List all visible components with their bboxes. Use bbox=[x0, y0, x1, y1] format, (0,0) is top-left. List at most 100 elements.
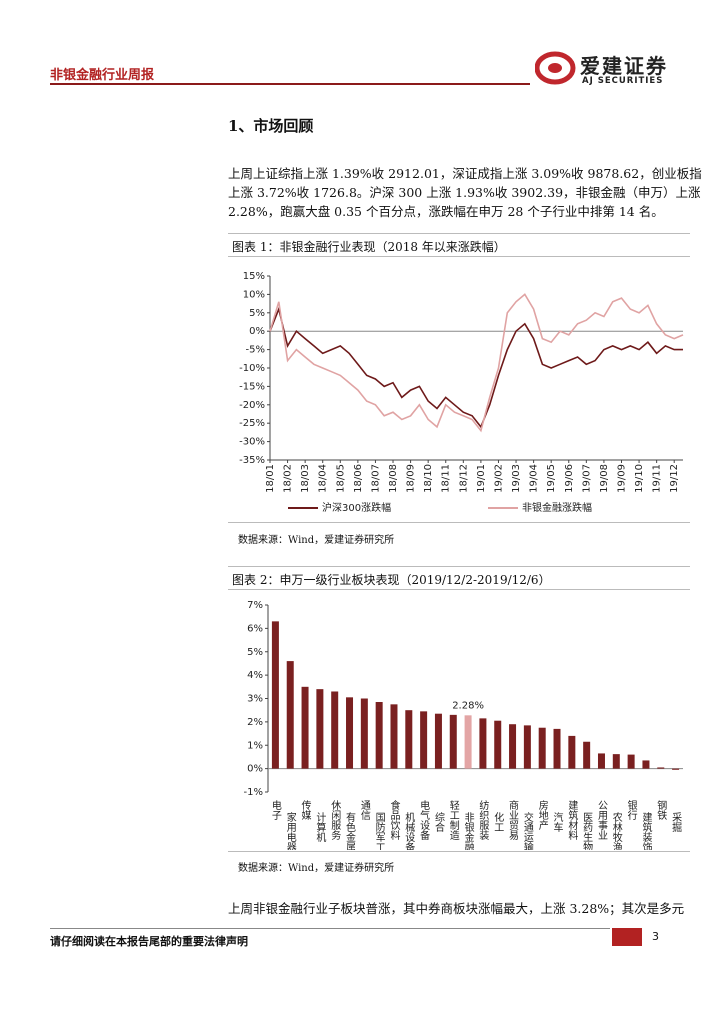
bar bbox=[479, 718, 487, 769]
x-tick-label: 房地产 bbox=[536, 799, 548, 831]
y-tick-label: 0% bbox=[247, 764, 263, 775]
x-tick-label: 商业贸易 bbox=[507, 799, 519, 841]
chart-source: 数据来源：Wind，爱建证券研究所 bbox=[238, 535, 395, 546]
chart-rule bbox=[228, 851, 690, 852]
x-tick-label: 计算机 bbox=[314, 811, 326, 843]
y-tick-label: 7% bbox=[247, 600, 263, 611]
x-tick-label: 非银金融 bbox=[462, 812, 474, 850]
legend-label: 沪深300涨跌幅 bbox=[322, 501, 391, 514]
bar bbox=[553, 728, 561, 769]
x-tick-label: 19/12 bbox=[669, 464, 680, 493]
x-tick-label: 交通运输 bbox=[521, 811, 533, 850]
x-tick-label: 公用事业 bbox=[595, 800, 607, 840]
x-tick-label: 18/05 bbox=[335, 464, 346, 493]
x-tick-label: 银行 bbox=[625, 799, 637, 821]
x-tick-label: 18/08 bbox=[388, 464, 399, 493]
x-tick-label: 采掘 bbox=[670, 812, 682, 833]
x-tick-label: 电气设备 bbox=[418, 799, 430, 841]
bar bbox=[509, 724, 517, 769]
y-tick-label: -25% bbox=[239, 418, 265, 429]
y-tick-label: 5% bbox=[249, 308, 265, 319]
bar bbox=[331, 691, 339, 769]
x-tick-label: 建筑材料 bbox=[566, 799, 578, 841]
x-tick-label: 家用电器 bbox=[284, 811, 296, 850]
y-tick-label: -5% bbox=[246, 345, 265, 356]
y-tick-label: -20% bbox=[239, 400, 265, 411]
x-tick-label: 通信 bbox=[358, 800, 370, 821]
y-tick-label: 3% bbox=[247, 694, 263, 705]
bar bbox=[627, 754, 635, 769]
bar bbox=[568, 735, 576, 769]
series-line bbox=[269, 293, 684, 433]
bar bbox=[642, 760, 650, 769]
x-tick-label: 食品饮料 bbox=[388, 799, 400, 841]
x-tick-label: 18/02 bbox=[283, 464, 294, 493]
y-tick-label: 15% bbox=[243, 271, 265, 282]
y-tick-label: 10% bbox=[243, 289, 265, 300]
logo-icon bbox=[535, 51, 576, 85]
bar bbox=[390, 704, 398, 769]
y-tick-label: -1% bbox=[244, 787, 263, 798]
value-label: 2.28% bbox=[452, 700, 484, 711]
x-tick-label: 19/06 bbox=[564, 464, 575, 493]
paragraph-line: 上涨 3.72%收 1726.8。沪深 300 上涨 1.93%收 3902.3… bbox=[228, 185, 701, 200]
x-tick-label: 轻工制造 bbox=[447, 799, 459, 840]
paragraph-line: 上周上证综指上涨 1.39%收 2912.01，深证成指上涨 3.09%收 98… bbox=[228, 166, 702, 181]
bar bbox=[583, 741, 591, 769]
logo-en: AJ SECURITIES bbox=[582, 76, 664, 86]
page-number: 3 bbox=[652, 930, 659, 943]
bar bbox=[464, 715, 472, 769]
x-tick-label: 18/12 bbox=[458, 464, 469, 493]
bar bbox=[597, 753, 605, 769]
bar bbox=[360, 698, 368, 769]
x-tick-label: 18/09 bbox=[406, 464, 417, 493]
x-tick-label: 18/03 bbox=[300, 464, 311, 493]
y-tick-label: -15% bbox=[239, 381, 265, 392]
bar bbox=[346, 697, 354, 769]
x-tick-label: 18/01 bbox=[265, 464, 276, 493]
x-tick-label: 19/07 bbox=[581, 464, 592, 493]
closing-paragraph: 上周非银金融行业子板块普涨，其中券商板块涨幅最大，上涨 3.28%；其次是多元 bbox=[228, 901, 685, 916]
bar bbox=[612, 754, 620, 769]
footer-disclaimer: 请仔细阅读在本报告尾部的重要法律声明 bbox=[50, 935, 248, 948]
x-tick-label: 18/06 bbox=[353, 464, 364, 493]
y-tick-label: 6% bbox=[247, 623, 263, 634]
bar bbox=[286, 661, 294, 769]
chart-rule bbox=[228, 522, 690, 523]
y-tick-label: 4% bbox=[247, 670, 263, 681]
report-name: 非银金融行业周报 bbox=[50, 68, 155, 83]
y-tick-label: -10% bbox=[239, 363, 265, 374]
y-tick-label: 0% bbox=[249, 326, 265, 337]
x-tick-label: 国防军工 bbox=[373, 812, 385, 850]
x-tick-label: 18/07 bbox=[370, 464, 381, 493]
x-tick-label: 纺织服装 bbox=[477, 799, 489, 841]
section-title: 1、市场回顾 bbox=[228, 117, 314, 135]
bar bbox=[523, 725, 531, 769]
x-tick-label: 休闲服务 bbox=[329, 800, 341, 841]
y-tick-label: -35% bbox=[239, 455, 265, 466]
y-tick-label: -30% bbox=[239, 437, 265, 448]
y-tick-label: 5% bbox=[247, 647, 263, 658]
x-tick-label: 机械设备 bbox=[403, 811, 415, 850]
bar bbox=[420, 711, 428, 769]
logo-ring bbox=[535, 51, 576, 85]
bar bbox=[271, 621, 279, 769]
x-tick-label: 18/10 bbox=[423, 464, 434, 493]
x-tick-label: 19/05 bbox=[546, 464, 557, 493]
x-tick-label: 19/11 bbox=[652, 464, 663, 493]
y-tick-label: 2% bbox=[247, 717, 263, 728]
bar bbox=[494, 720, 502, 769]
x-tick-label: 医药生物 bbox=[581, 812, 593, 850]
x-tick-label: 电子 bbox=[269, 799, 281, 820]
series-line bbox=[269, 306, 683, 429]
y-tick-label: 1% bbox=[247, 740, 263, 751]
bar bbox=[316, 689, 324, 769]
bar bbox=[434, 713, 442, 769]
bar bbox=[405, 710, 413, 769]
x-tick-label: 19/09 bbox=[616, 464, 627, 493]
x-tick-label: 汽车 bbox=[551, 811, 563, 833]
paragraph-line: 2.28%，跑赢大盘 0.35 个百分点，涨跌幅在申万 28 个子行业中排第 1… bbox=[228, 204, 664, 219]
x-tick-label: 19/03 bbox=[511, 464, 522, 493]
bar bbox=[657, 767, 665, 769]
